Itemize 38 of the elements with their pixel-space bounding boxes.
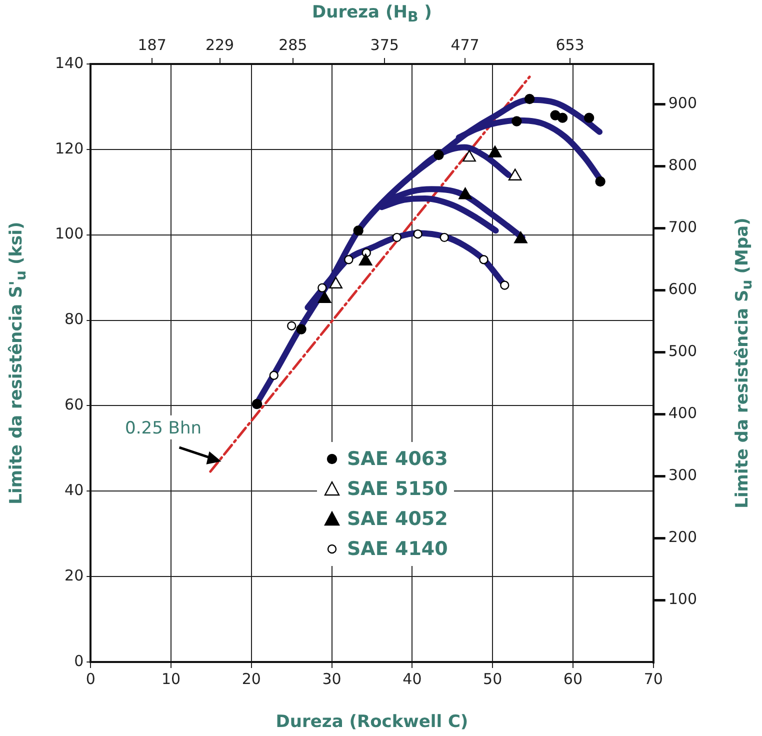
x2-tick-label: 653 (556, 36, 584, 54)
y2-tick-label: 200 (668, 528, 698, 546)
y2-tick-label: 400 (668, 404, 698, 422)
y2-tick-label: 800 (668, 156, 698, 174)
y-tick-label: 20 (64, 566, 84, 584)
y2-tick-label: 900 (668, 94, 698, 112)
x-tick-label: 70 (644, 670, 663, 688)
x-tick-label: 10 (161, 670, 181, 688)
y-tick-label: 60 (64, 396, 84, 414)
legend-label: SAE 5150 (347, 478, 448, 500)
x-tick-label: 50 (483, 670, 502, 688)
x2-axis-title: Dureza (H$_{B}$ ) (312, 2, 432, 26)
y2-tick-label: 300 (668, 466, 698, 484)
y2-tick-label: 700 (668, 218, 698, 236)
legend-label: SAE 4052 (347, 508, 448, 530)
x2-tick-label: 285 (278, 36, 308, 54)
x-tick-label: 60 (563, 670, 583, 688)
y-tick-label: 0 (74, 652, 84, 670)
y-tick-label: 140 (54, 54, 84, 72)
y-tick-label: 40 (64, 481, 84, 500)
x2-tick-label: 477 (450, 36, 480, 54)
y-tick-label: 80 (64, 310, 84, 328)
x2-tick-label: 229 (205, 36, 234, 54)
legend-label: SAE 4140 (347, 538, 448, 560)
x-tick-label: 20 (242, 670, 261, 688)
x-tick-label: 30 (322, 670, 342, 688)
x-axis-title: Dureza (Rockwell C) (276, 712, 468, 732)
x2-tick-label: 187 (138, 36, 166, 54)
x-tick-label: 40 (402, 670, 422, 688)
x-tick-label: 0 (86, 670, 96, 688)
y2-tick-label: 500 (668, 342, 698, 360)
legend-label: SAE 4063 (347, 448, 448, 470)
y2-tick-label: 600 (668, 280, 698, 298)
x2-tick-label: 375 (370, 36, 399, 54)
y-tick-label: 100 (54, 224, 84, 243)
annotation: 0.25 Bhn (125, 418, 202, 438)
y-tick-label: 120 (54, 139, 84, 158)
y2-tick-label: 100 (668, 590, 698, 608)
